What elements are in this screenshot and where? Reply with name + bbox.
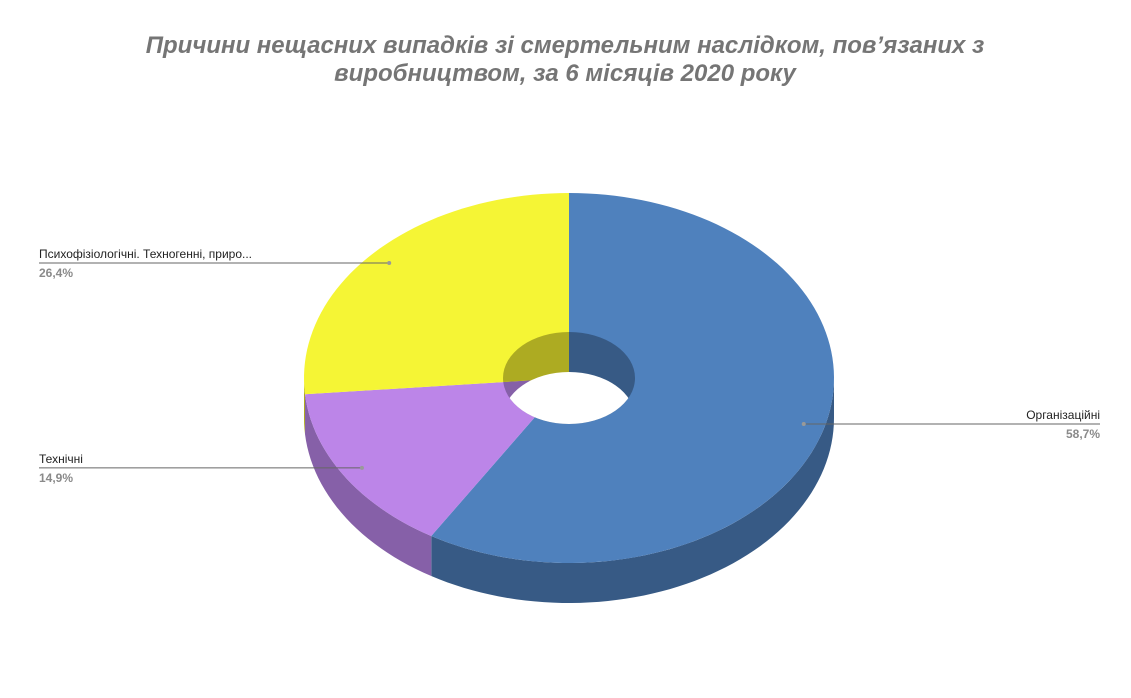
value-label: 14,9% (39, 471, 73, 485)
slice-side (304, 378, 306, 435)
category-label: Організаційні (1026, 408, 1100, 422)
hole-opening (503, 372, 635, 424)
slice (305, 378, 569, 537)
slice-side (431, 378, 834, 603)
slice (304, 193, 569, 395)
value-label: 26,4% (39, 266, 73, 280)
leader-dot (387, 261, 392, 266)
slice-side (305, 394, 432, 577)
leader-dot (359, 465, 364, 470)
category-label: Технічні (39, 452, 83, 466)
chart-title: Причини нещасних випадків зі смертельним… (145, 32, 985, 87)
category-label: Психофізіологічні. Техногенні, приро... (39, 247, 252, 261)
leader-dot (801, 421, 806, 426)
value-label: 58,7% (1066, 427, 1100, 441)
